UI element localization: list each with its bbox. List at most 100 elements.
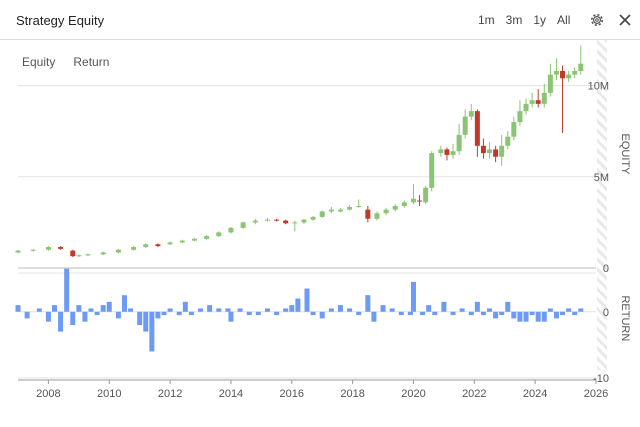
return-bar: [94, 311, 100, 316]
equity-toggle[interactable]: Equity: [22, 55, 56, 69]
x-tick-label: 2010: [97, 388, 121, 400]
candle-body: [45, 247, 51, 250]
candle-body: [70, 250, 76, 257]
return-bar: [426, 305, 432, 312]
return-bar: [505, 301, 511, 312]
return-bar: [553, 311, 559, 319]
return-tick-label: -10: [593, 373, 609, 385]
x-tick-label: 2012: [158, 388, 182, 400]
candle-body: [456, 134, 462, 152]
candle-body: [131, 247, 137, 250]
candle-body: [535, 100, 541, 104]
return-bar: [58, 311, 64, 332]
candle-body: [283, 220, 289, 224]
return-bar: [149, 311, 155, 352]
candle-body: [115, 249, 121, 253]
return-bar: [216, 308, 222, 312]
range-all-button[interactable]: All: [557, 13, 571, 27]
candle-body: [480, 145, 486, 154]
return-bar: [337, 305, 343, 312]
candle-body: [228, 227, 234, 233]
x-tick-label: 2022: [462, 388, 486, 400]
candle-body: [553, 71, 559, 75]
candle-body: [423, 187, 429, 203]
return-bar: [24, 311, 30, 319]
return-bar: [176, 311, 182, 316]
return-bar: [255, 311, 261, 316]
return-bar: [328, 308, 334, 312]
scroll-handle[interactable]: [597, 40, 607, 370]
return-bar: [283, 308, 289, 312]
return-bar: [572, 311, 578, 316]
return-bar: [228, 311, 234, 322]
return-bar: [517, 311, 523, 322]
equity-tick-label: 5M: [594, 172, 609, 184]
candle-body: [191, 238, 197, 241]
candle-body: [417, 200, 423, 202]
candle-body: [547, 74, 553, 93]
chart-area: 0 5M 10M EQUITY 0 -10 RETURN 2008 2010 2012 2014 20…: [15, 45, 631, 400]
candle-body: [15, 250, 21, 253]
candle-body: [374, 213, 380, 219]
return-bar: [480, 311, 486, 316]
return-bar: [468, 311, 474, 316]
candle-body: [383, 209, 389, 214]
candle-body: [410, 198, 416, 203]
candle-body: [204, 236, 210, 239]
candle-body: [572, 71, 578, 75]
return-bar: [52, 305, 58, 312]
return-bar: [289, 305, 295, 312]
return-bar: [264, 308, 270, 312]
candle-body: [58, 247, 64, 249]
return-bar: [578, 308, 584, 312]
candle-body: [505, 136, 511, 146]
return-bar: [143, 311, 149, 332]
x-tick-label: 2020: [401, 388, 425, 400]
title-bar: Strategy Equity 1m 3m 1y All: [0, 0, 640, 40]
candle-body: [347, 206, 353, 210]
return-bar: [356, 311, 362, 316]
candle-body: [517, 111, 523, 123]
candle-body: [274, 219, 280, 221]
return-bar: [155, 311, 161, 319]
return-axis-label: RETURN: [619, 295, 631, 341]
candle-body: [560, 71, 566, 79]
candle-body: [240, 222, 246, 228]
range-3m-button[interactable]: 3m: [505, 13, 523, 27]
candle-body: [319, 211, 325, 217]
gear-icon[interactable]: [589, 12, 605, 28]
return-bar: [365, 295, 371, 312]
candle-body: [328, 209, 334, 212]
range-1y-button[interactable]: 1y: [533, 13, 547, 27]
x-tick-label: 2024: [523, 388, 547, 400]
return-bar: [459, 308, 465, 312]
return-bar: [100, 305, 106, 312]
x-tick-label: 2026: [584, 388, 608, 400]
candle-body: [301, 219, 307, 223]
candle-body: [100, 252, 106, 255]
return-bar: [566, 308, 572, 312]
candle-body: [365, 209, 371, 219]
range-1m-button[interactable]: 1m: [478, 13, 495, 27]
return-bar: [225, 308, 231, 312]
range-selector: 1m 3m 1y All: [478, 13, 581, 27]
candle-body: [474, 111, 480, 146]
return-bar: [15, 305, 21, 312]
return-bar: [188, 311, 194, 316]
close-icon[interactable]: [618, 13, 632, 27]
candle-body: [429, 153, 435, 188]
return-bar: [237, 308, 243, 312]
candle-body: [179, 240, 185, 243]
x-tick-label: 2016: [280, 388, 304, 400]
return-bar: [295, 298, 301, 312]
return-toggle[interactable]: Return: [73, 55, 110, 69]
return-bar: [541, 311, 547, 322]
candle-body: [493, 149, 499, 157]
return-bar: [246, 311, 252, 316]
return-bar: [207, 305, 213, 312]
return-bar: [115, 311, 121, 319]
return-bar: [450, 311, 456, 316]
candle-body: [566, 74, 572, 79]
return-bar: [441, 301, 447, 312]
candle-body: [511, 122, 517, 137]
